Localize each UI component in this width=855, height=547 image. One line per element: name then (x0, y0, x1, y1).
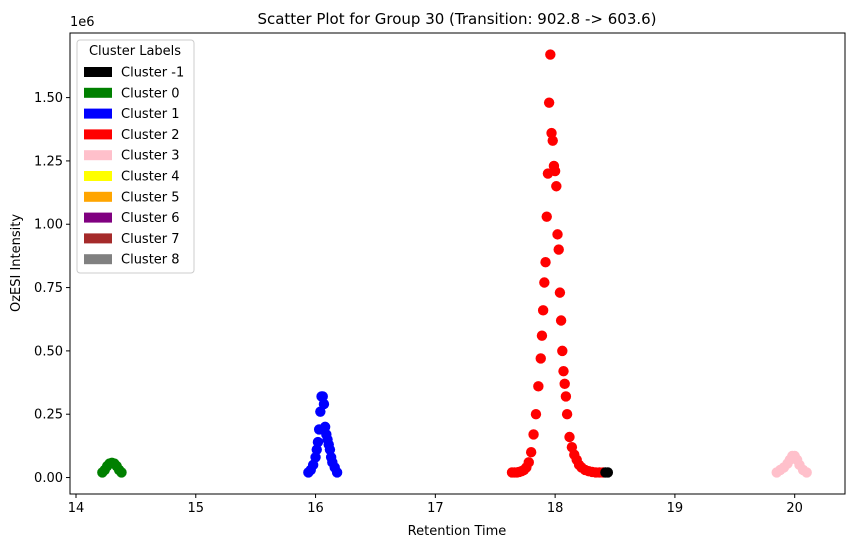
data-point-series-2-26 (552, 229, 563, 240)
data-point-series-2-7 (523, 457, 534, 468)
y-tick-label: 1.00 (34, 218, 63, 233)
data-point-series-2-13 (536, 330, 548, 341)
data-point-series-2-16 (540, 257, 551, 268)
x-tick-label: 15 (187, 501, 204, 516)
legend-swatch (84, 150, 112, 161)
y-tick-label: 0.75 (34, 281, 63, 296)
data-point-series-2-15 (539, 277, 550, 288)
data-point-series-2-24 (549, 165, 561, 177)
legend-label: Cluster -1 (121, 66, 184, 81)
legend-swatch (84, 171, 112, 181)
legend-label: Cluster 3 (121, 149, 180, 164)
x-axis-ticks: 14 15 16 17 18 19 20 (68, 494, 803, 516)
y-tick-label: 0.50 (34, 344, 63, 359)
data-point-series-2-14 (537, 305, 549, 316)
legend-swatch (84, 191, 112, 202)
x-tick-label: 20 (786, 501, 803, 516)
data-point-series-2-17 (541, 211, 552, 222)
data-point-series-2-25 (551, 181, 562, 192)
legend-swatch (84, 67, 112, 77)
data-point-series-2-10 (530, 409, 542, 420)
data-point-series-2-20 (545, 49, 556, 60)
data-point-series-2-22 (547, 135, 558, 146)
data-point-series-4-10 (801, 467, 812, 478)
data-point-series-2-30 (557, 345, 568, 357)
legend-title: Cluster Labels (89, 44, 181, 59)
legend-swatch (84, 212, 112, 223)
legend-entries: Cluster -1 Cluster 0 Cluster 1 Cluster 2 Clu… (84, 66, 184, 268)
x-tick-label: 17 (427, 501, 444, 516)
legend-swatch (84, 87, 112, 98)
legend-swatch (84, 129, 112, 140)
data-point-series-2-12 (535, 353, 546, 364)
legend-swatch (84, 108, 112, 119)
data-point-series-1-19 (331, 467, 343, 478)
legend-label: Cluster 5 (121, 190, 180, 205)
legend-swatch (84, 233, 112, 244)
y-tick-label: 0.25 (34, 408, 63, 423)
data-points (97, 49, 812, 478)
data-point-series-1-5 (312, 436, 324, 448)
data-point-series-3-1 (602, 467, 614, 478)
y-axis-label: OzESI Intensity (9, 214, 24, 312)
data-point-series-0-8 (116, 467, 127, 478)
legend-label: Cluster 8 (121, 253, 180, 268)
data-point-series-2-11 (533, 381, 544, 392)
x-axis-label: Retention Time (408, 524, 507, 539)
legend-label: Cluster 6 (121, 211, 180, 226)
data-point-series-2-34 (561, 409, 573, 420)
data-point-series-2-35 (564, 431, 575, 443)
legend-label: Cluster 4 (121, 170, 180, 185)
x-tick-label: 18 (547, 501, 564, 516)
data-point-series-2-32 (559, 378, 570, 390)
data-point-series-2-33 (560, 391, 572, 402)
x-tick-label: 16 (307, 501, 324, 516)
x-tick-label: 14 (68, 501, 85, 516)
y-axis-offset-label: 1e6 (70, 15, 95, 30)
y-axis-ticks: 0.00 0.25 0.50 0.75 1.00 1.25 1.50 (34, 91, 70, 486)
data-point-series-2-9 (528, 429, 539, 440)
data-point-series-2-29 (555, 315, 567, 326)
y-tick-label: 0.00 (34, 471, 63, 486)
y-tick-label: 1.50 (34, 91, 63, 106)
data-point-series-2-28 (554, 287, 566, 298)
data-point-series-1-10 (318, 398, 330, 410)
y-tick-label: 1.25 (34, 154, 63, 169)
data-point-series-2-19 (543, 97, 555, 108)
chart-title: Scatter Plot for Group 30 (Transition: 9… (257, 10, 656, 28)
legend-label: Cluster 1 (121, 107, 180, 122)
legend-label: Cluster 0 (121, 86, 180, 101)
legend-swatch (84, 254, 112, 265)
data-point-series-2-31 (558, 365, 569, 377)
legend-label: Cluster 2 (121, 128, 180, 143)
data-point-series-2-27 (553, 244, 564, 255)
data-point-series-2-8 (525, 447, 537, 458)
legend-label: Cluster 7 (121, 232, 180, 247)
plot-area-frame (69, 32, 846, 495)
x-tick-label: 19 (667, 501, 684, 516)
